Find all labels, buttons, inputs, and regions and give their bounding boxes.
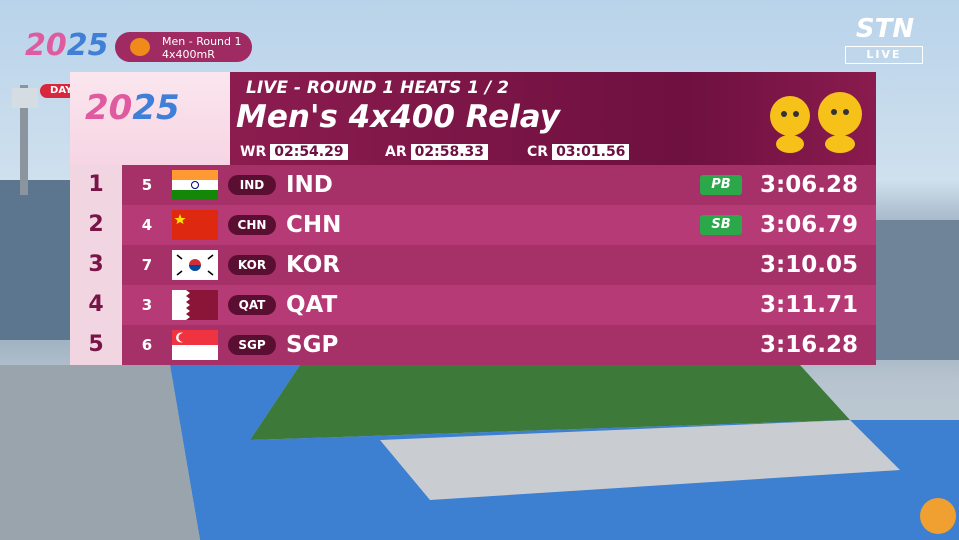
broadcaster-logo: STN — [855, 14, 915, 44]
record-label: CR — [527, 144, 549, 160]
result-row: 4 3 QAT QAT 3:11.71 — [70, 285, 876, 325]
result-row: 5 6 SGP SGP 3:16.28 — [70, 325, 876, 365]
rank: 5 — [70, 325, 122, 365]
record: CR 03:01.56 — [527, 142, 630, 162]
championship-logo: 2025 — [85, 88, 180, 128]
flag — [172, 330, 218, 360]
rank: 2 — [70, 205, 122, 245]
flag — [172, 170, 218, 200]
lane: 5 — [141, 176, 153, 194]
lane: 6 — [141, 336, 153, 354]
rank: 1 — [70, 165, 122, 205]
result-time: 3:11.71 — [760, 292, 858, 318]
result-row: 3 7 KOR KOR 3:10.05 — [70, 245, 876, 285]
record-note: SB — [700, 215, 742, 235]
event-title: Men's 4x400 Relay — [236, 99, 560, 135]
result-time: 3:06.28 — [760, 172, 858, 198]
record: AR 02:58.33 — [385, 142, 488, 162]
team-name: IND — [286, 172, 333, 198]
record-time: 03:01.56 — [552, 144, 630, 160]
record-label: AR — [385, 144, 407, 160]
flag — [172, 210, 218, 240]
team-name: KOR — [286, 252, 341, 278]
record-time: 02:58.33 — [410, 144, 488, 160]
team-name: CHN — [286, 212, 342, 238]
result-time: 3:10.05 — [760, 252, 858, 278]
result-row: 1 5 IND IND PB 3:06.28 — [70, 165, 876, 205]
country-code: QAT — [228, 295, 276, 315]
result-row: 2 4 CHN CHN SB 3:06.79 — [70, 205, 876, 245]
country-code: CHN — [228, 215, 276, 235]
team-name: SGP — [286, 332, 339, 358]
result-time: 3:06.79 — [760, 212, 858, 238]
record-note: PB — [700, 175, 742, 195]
corner-logo — [920, 498, 956, 534]
rank: 3 — [70, 245, 122, 285]
event-short: 4x400mR — [162, 48, 215, 61]
rank: 4 — [70, 285, 122, 325]
flag — [172, 250, 218, 280]
country-code: IND — [228, 175, 276, 195]
broadcaster-live: LIVE — [845, 46, 923, 64]
record-time: 02:54.29 — [270, 144, 348, 160]
team-name: QAT — [286, 292, 338, 318]
result-time: 3:16.28 — [760, 332, 858, 358]
runner-icon — [130, 38, 150, 56]
lane: 7 — [141, 256, 153, 274]
event-round: Men - Round 1 — [162, 35, 242, 48]
live-heading: LIVE - ROUND 1 HEATS 1 / 2 — [246, 78, 510, 98]
logo-box — [70, 72, 230, 165]
country-code: SGP — [228, 335, 276, 355]
lane: 4 — [141, 216, 153, 234]
flag — [172, 290, 218, 320]
lane: 3 — [141, 296, 153, 314]
mascots — [770, 92, 862, 153]
event-logo: 2025 — [25, 28, 109, 63]
record-label: WR — [240, 144, 267, 160]
record: WR 02:54.29 — [240, 142, 348, 162]
country-code: KOR — [228, 255, 276, 275]
